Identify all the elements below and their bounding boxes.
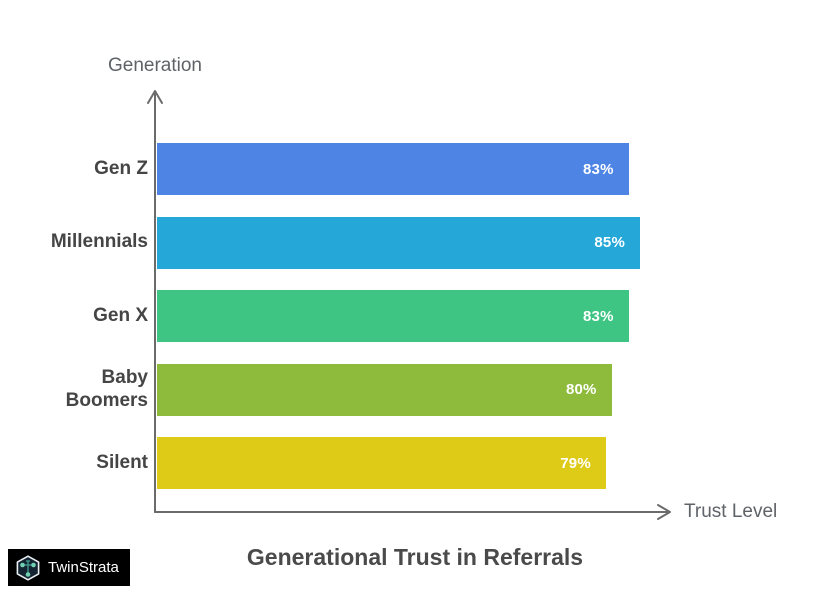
chart-title: Generational Trust in Referrals <box>246 544 584 570</box>
bar-value-label: 80% <box>565 381 597 398</box>
bar-value-label: 83% <box>583 160 614 178</box>
bar-chart: Gen Z 83% Millennials 85% Gen X 83% Baby Boome… <box>0 143 830 511</box>
bar-row: Baby Boomers 80% <box>0 363 830 416</box>
bar: 80% <box>157 363 612 416</box>
category-label: Baby Boomers <box>65 367 148 411</box>
category-label: Gen X <box>93 304 148 326</box>
y-axis-title: Generation <box>107 55 202 76</box>
brand-name: TwinStrata <box>48 559 119 576</box>
bar-value-label: 79% <box>560 454 591 472</box>
bar-row: Silent 79% <box>0 437 830 489</box>
bar-row: Gen X 83% <box>0 290 830 342</box>
bar-row: Gen Z 83% <box>0 143 830 195</box>
bar: 83% <box>157 143 629 195</box>
category-label: Millennials <box>50 231 148 253</box>
brand-badge: TwinStrata <box>8 549 130 586</box>
bar: 79% <box>157 437 606 489</box>
bar-value-label: 85% <box>594 234 625 251</box>
bar: 83% <box>157 290 629 342</box>
x-axis-title: Trust Level <box>684 501 778 522</box>
bar-value-label: 83% <box>583 307 614 325</box>
category-label: Silent <box>96 451 148 473</box>
category-label: Gen Z <box>94 157 148 179</box>
hexagon-network-icon <box>16 554 40 581</box>
bar: 85% <box>157 216 640 269</box>
y-axis-arrow-icon <box>147 90 163 104</box>
bar-row: Millennials 85% <box>0 216 830 269</box>
